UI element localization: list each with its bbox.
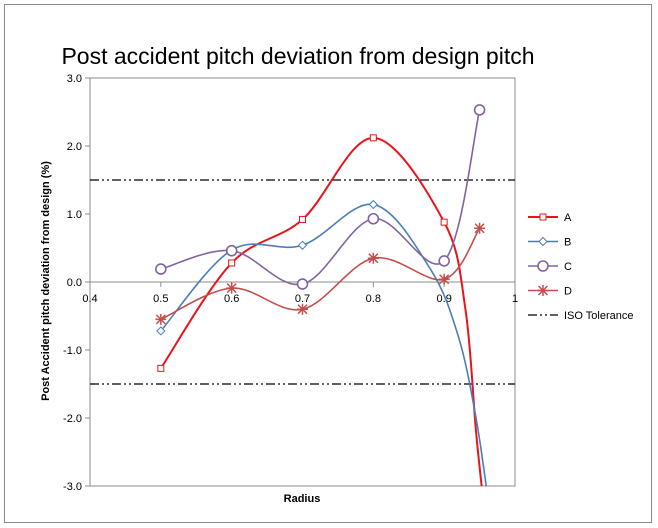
series-c-point xyxy=(225,244,238,257)
legend-item: C xyxy=(528,260,572,273)
legend-marker xyxy=(537,260,549,272)
y-tick-label: -3.0 xyxy=(63,481,82,493)
plot-area: 3.0 2.0 1.0 0.0 -1.0 -2.0 -3.0 0.4 0.5 0.6 0.7 0.8 0… xyxy=(63,73,518,493)
y-tick-label: 0.0 xyxy=(67,277,82,289)
series-d-point xyxy=(438,273,450,285)
series-a-point xyxy=(369,134,377,142)
series-b xyxy=(156,199,488,486)
x-axis-label: Radius xyxy=(284,493,321,505)
legend-item: ISO Tolerance xyxy=(528,310,634,322)
x-tick-label: 0.4 xyxy=(82,293,97,305)
series-d xyxy=(155,222,486,325)
series-a-line xyxy=(160,136,483,486)
series-d-point xyxy=(367,252,379,264)
series-b-point xyxy=(297,240,308,250)
x-tick-label: 0.8 xyxy=(366,293,381,305)
legend-marker xyxy=(537,285,549,296)
legend-item: B xyxy=(528,237,571,249)
series-d-line xyxy=(160,227,481,321)
legend-item: A xyxy=(528,212,572,224)
x-tick-label: 0.9 xyxy=(437,293,452,305)
y-tick-label: -2.0 xyxy=(63,413,82,425)
legend-label: D xyxy=(564,286,572,298)
series-a-point xyxy=(299,215,306,223)
y-axis-label: Post Accident pitch deviation from desig… xyxy=(40,161,52,401)
series-c-point xyxy=(296,278,309,290)
series-d-point xyxy=(226,282,238,294)
legend-item: D xyxy=(528,285,572,298)
legend-marker xyxy=(538,236,548,247)
legend-marker xyxy=(539,213,547,221)
x-tick-label: 1 xyxy=(512,293,518,305)
series-c-point xyxy=(438,255,450,267)
series-c-point xyxy=(473,104,486,116)
y-tick-label: 1.0 xyxy=(67,209,82,221)
series-a-point xyxy=(440,218,448,226)
legend-label: C xyxy=(564,261,572,273)
x-tick-label: 0.5 xyxy=(153,293,168,305)
series-a xyxy=(157,134,483,486)
legend: A BC D ISO Tolerance xyxy=(528,212,634,322)
series-a-point xyxy=(157,364,165,372)
series-d-point xyxy=(297,303,308,315)
legend-label: A xyxy=(564,212,572,224)
series-b-point xyxy=(368,199,379,210)
x-tick-label: 0.6 xyxy=(224,293,239,305)
legend-label: ISO Tolerance xyxy=(564,310,634,322)
chart-title: Post accident pitch deviation from desig… xyxy=(61,43,534,69)
y-tick-label: 3.0 xyxy=(67,73,82,85)
x-tick-label: 0.7 xyxy=(295,293,310,305)
y-tick-label: 2.0 xyxy=(67,141,82,153)
series-b-point xyxy=(156,326,166,336)
series-d-point xyxy=(474,222,486,234)
legend-label: B xyxy=(564,237,571,249)
y-tick-label: -1.0 xyxy=(63,345,82,357)
series-c xyxy=(155,104,486,290)
series-a-point xyxy=(228,259,236,267)
series-c-point xyxy=(155,263,167,275)
series-d-point xyxy=(155,313,167,325)
series-c-point xyxy=(367,212,380,225)
series-b-line xyxy=(160,203,488,486)
